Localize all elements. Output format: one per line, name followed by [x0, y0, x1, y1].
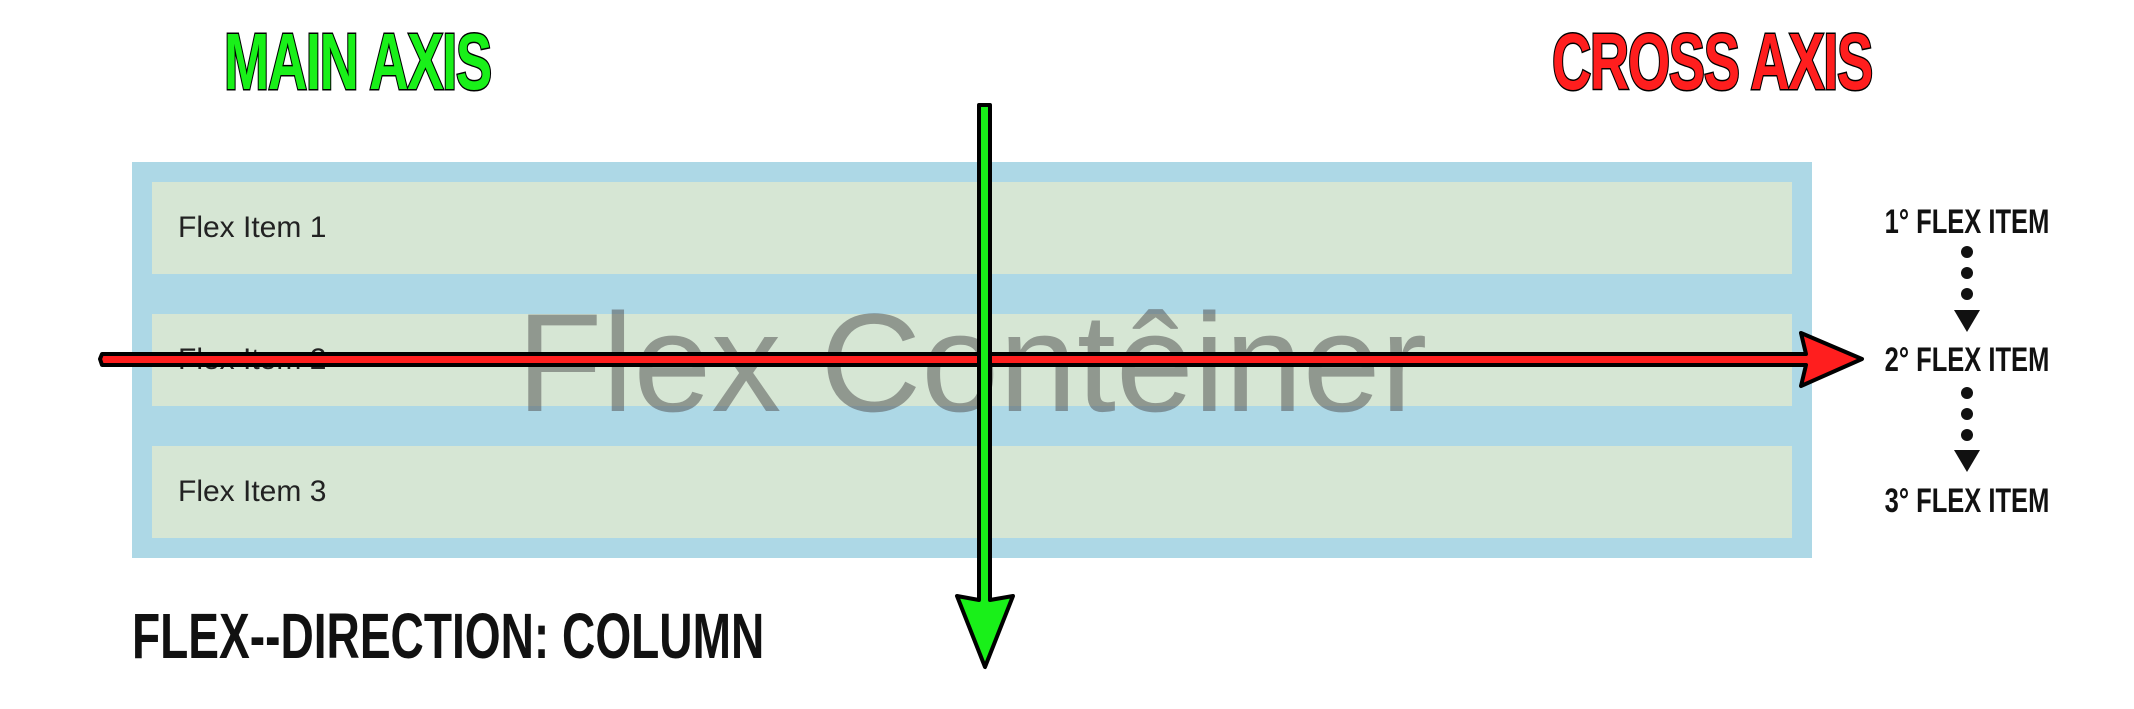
flex-container: Flex Item 1 Flex Item 2 Flex Item 3 Flex…	[132, 162, 1812, 558]
dotted-arrow-2	[1954, 387, 1980, 472]
cross-axis-title: CROSS AXIS	[1551, 17, 1874, 106]
flex-item-1: Flex Item 1	[152, 182, 1792, 274]
flex-item-2: Flex Item 2	[152, 314, 1792, 406]
order-label-2: 2° FLEX ITEM	[1884, 341, 2050, 379]
flex-item-3: Flex Item 3	[152, 446, 1792, 538]
flex-direction-label: FLEX--DIRECTION: COLUMN	[132, 600, 765, 672]
dotted-arrow-1	[1954, 246, 1980, 332]
main-axis-title: MAIN AXIS	[223, 17, 493, 106]
order-label-1: 1° FLEX ITEM	[1884, 203, 2050, 241]
order-label-3: 3° FLEX ITEM	[1884, 482, 2050, 520]
